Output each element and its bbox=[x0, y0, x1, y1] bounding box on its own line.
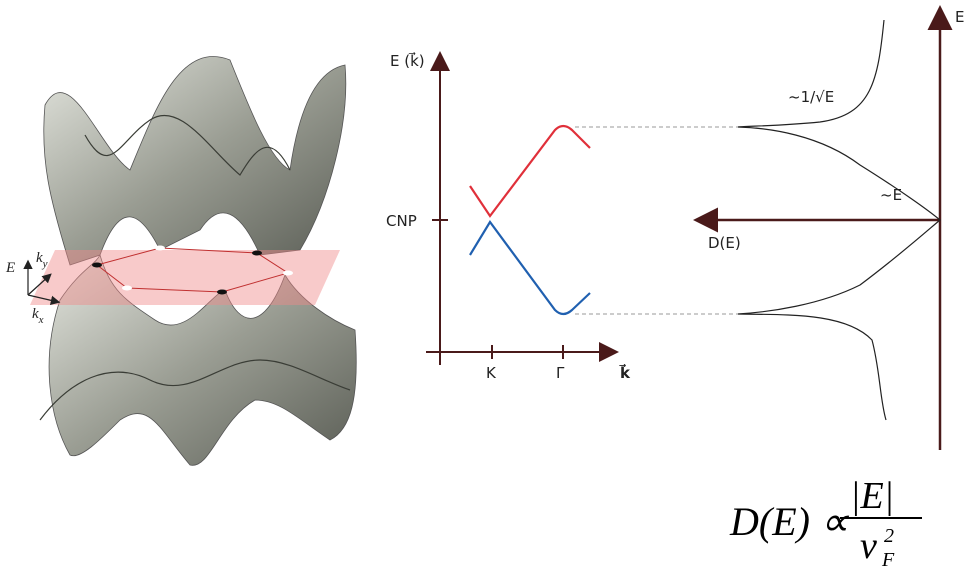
band-plot bbox=[426, 55, 740, 365]
band-x-label: k⃗ bbox=[618, 363, 631, 382]
formula-numerator: |E| bbox=[850, 475, 894, 517]
surface-e-label: E bbox=[5, 260, 15, 276]
band-surface bbox=[28, 57, 356, 466]
figure: E ky kx E (k⃗) CNP K Γ k⃗ E D(E) ~E ~1/√… bbox=[0, 0, 971, 571]
page: {"surface_axes": {"energy": "E", "ky": {… bbox=[0, 0, 971, 571]
surface-ky-label: ky bbox=[36, 250, 48, 270]
low-annotation: ~E bbox=[880, 186, 902, 204]
formula-left: D(E) ∝ bbox=[729, 499, 850, 544]
band-y-label: E (k⃗) bbox=[390, 51, 425, 70]
dos-y-label: E bbox=[955, 8, 964, 26]
cnp-label: CNP bbox=[386, 212, 417, 230]
dos-plot bbox=[698, 10, 940, 450]
gamma-tick-label: Γ bbox=[556, 364, 565, 382]
k-tick-label: K bbox=[486, 364, 497, 382]
surface-kx-label: kx bbox=[32, 306, 44, 326]
high-annotation: ~1/√E bbox=[788, 88, 834, 106]
dos-x-label: D(E) bbox=[708, 234, 741, 252]
